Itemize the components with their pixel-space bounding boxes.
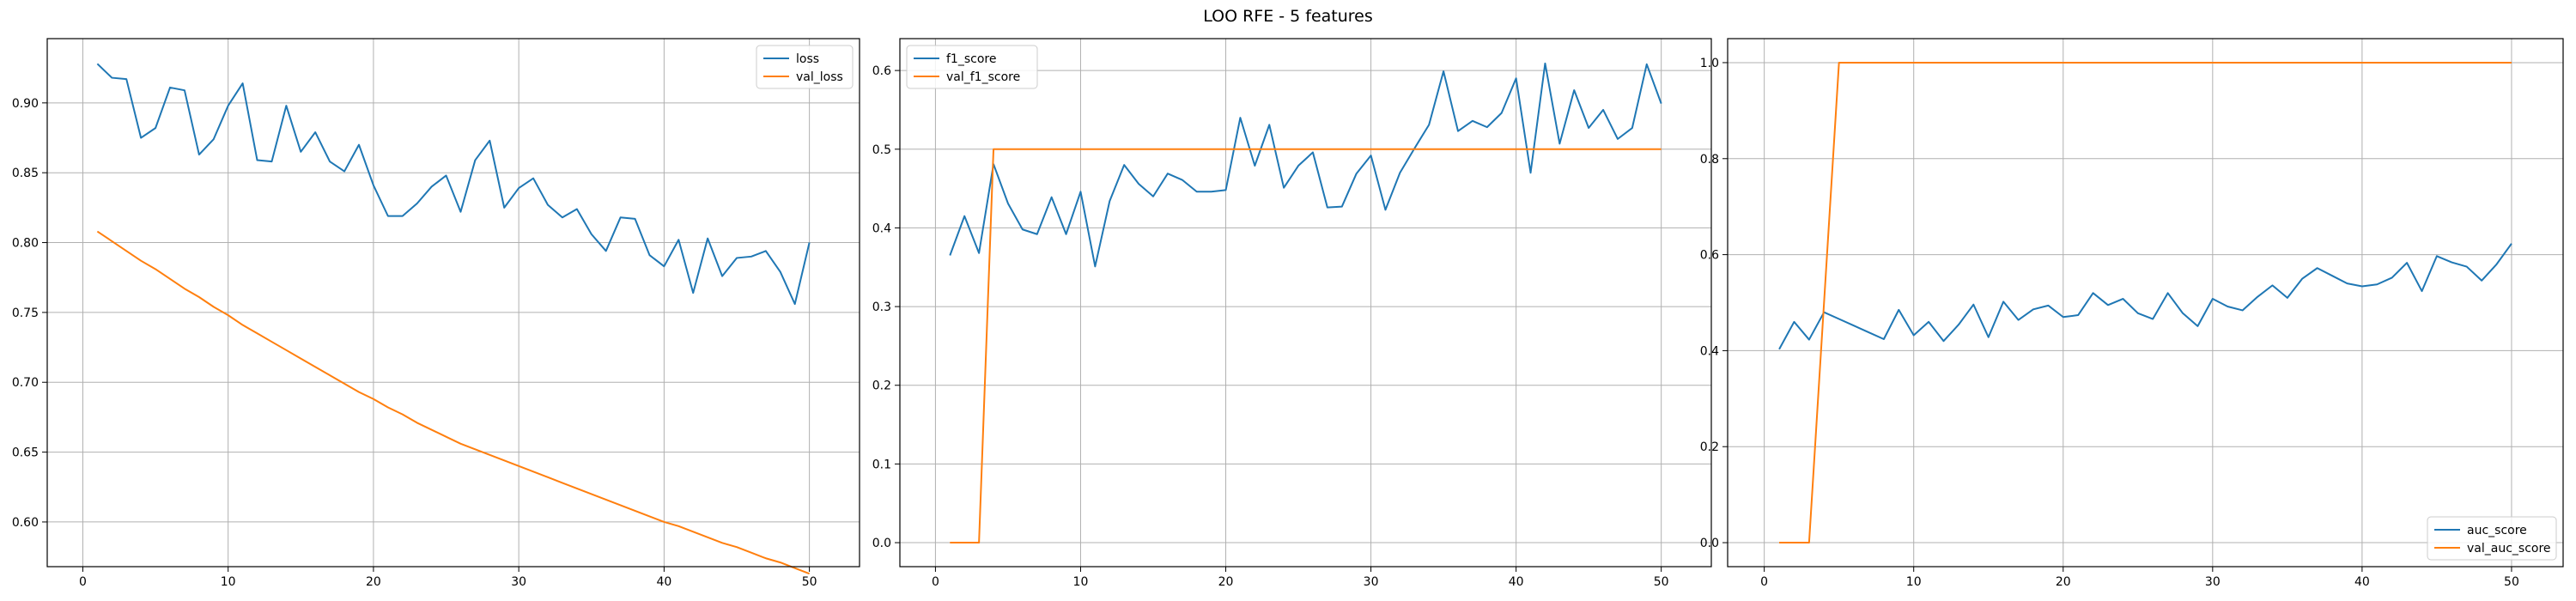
y-tick-label: 0.90 [12, 97, 39, 111]
y-tick-label: 0.0 [1700, 537, 1719, 550]
y-tick-label: 1.0 [1700, 57, 1719, 70]
series-line-val_loss [96, 230, 810, 575]
y-tick-label: 0.8 [1700, 153, 1719, 167]
series-line-auc_score [1778, 243, 2512, 350]
x-tick-label: 50 [1654, 575, 1669, 589]
x-tick-label: 20 [366, 575, 381, 589]
x-tick-label: 50 [802, 575, 817, 589]
y-tick-label: 0.65 [12, 446, 39, 460]
legend-label-f1_score: f1_score [946, 52, 996, 66]
legend-label-val_loss: val_loss [796, 70, 843, 84]
x-tick-label: 10 [1906, 575, 1922, 589]
y-tick-label: 0.60 [12, 516, 39, 530]
x-tick-label: 40 [656, 575, 671, 589]
x-tick-label: 0 [932, 575, 939, 589]
x-tick-label: 20 [1218, 575, 1234, 589]
y-tick-label: 0.4 [872, 222, 891, 235]
y-tick-label: 0.75 [12, 307, 39, 320]
legend: loss val_loss [756, 45, 854, 89]
x-tick-label: 0 [1760, 575, 1768, 589]
series-line-loss [96, 63, 811, 306]
x-tick-label: 30 [1364, 575, 1379, 589]
x-tick-label: 40 [2354, 575, 2370, 589]
legend: auc_score val_auc_score [2427, 516, 2557, 561]
series-line-val_f1_score [950, 148, 1662, 544]
series-line-val_auc_score [1779, 61, 2512, 544]
x-tick-label: 10 [1073, 575, 1089, 589]
axes-frame [46, 38, 860, 568]
legend-label-val_f1_score: val_f1_score [946, 70, 1020, 84]
y-tick-label: 0.5 [872, 143, 891, 157]
x-tick-label: 30 [2205, 575, 2221, 589]
axes-frame [899, 38, 1712, 568]
legend-label-loss: loss [796, 52, 819, 66]
legend-box [756, 45, 854, 89]
y-tick-label: 0.2 [1700, 440, 1719, 454]
legend-label-val_auc_score: val_auc_score [2467, 542, 2551, 555]
grid [47, 39, 860, 567]
y-tick-label: 0.4 [1700, 344, 1719, 358]
x-tick-label: 40 [1509, 575, 1524, 589]
y-tick-label: 0.1 [872, 458, 891, 471]
y-tick-label: 0.2 [872, 379, 891, 393]
grid [1728, 39, 2563, 567]
y-tick-label: 0.3 [872, 300, 891, 314]
y-tick-label: 0.6 [1700, 249, 1719, 263]
y-tick-label: 0.85 [12, 167, 39, 180]
x-tick-label: 20 [2056, 575, 2071, 589]
legend-box [2427, 516, 2557, 561]
y-tick-label: 0.70 [12, 376, 39, 390]
figure-title: LOO RFE - 5 features [1203, 7, 1373, 26]
y-tick-label: 0.0 [872, 537, 891, 550]
x-tick-label: 10 [221, 575, 236, 589]
legend-label-auc_score: auc_score [2467, 524, 2527, 537]
legend-box [906, 45, 1038, 89]
y-tick-label: 0.80 [12, 237, 39, 251]
x-tick-label: 30 [511, 575, 526, 589]
x-tick-label: 50 [2504, 575, 2519, 589]
x-tick-label: 0 [79, 575, 87, 589]
y-tick-label: 0.6 [872, 64, 891, 78]
legend: f1_score val_f1_score [906, 45, 1038, 89]
axes-frame [1727, 38, 2564, 568]
series-line-f1_score [949, 62, 1662, 268]
